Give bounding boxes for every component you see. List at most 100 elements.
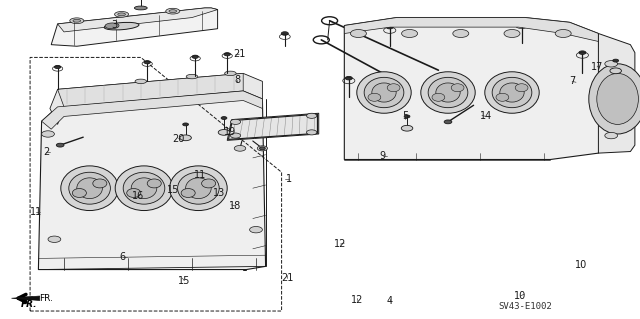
Ellipse shape [357,72,412,113]
Text: 12: 12 [351,295,364,306]
Text: 2: 2 [43,146,49,157]
Ellipse shape [387,84,400,92]
Ellipse shape [170,166,227,211]
Ellipse shape [387,26,393,29]
Text: 15: 15 [167,185,180,195]
Polygon shape [58,73,243,107]
Ellipse shape [144,61,150,64]
Polygon shape [50,73,262,124]
Ellipse shape [597,73,639,124]
Ellipse shape [192,55,198,58]
Ellipse shape [436,83,460,102]
Ellipse shape [178,172,220,204]
Ellipse shape [48,236,61,242]
Polygon shape [344,18,605,160]
Ellipse shape [181,189,195,197]
Ellipse shape [402,29,418,38]
Ellipse shape [234,145,246,151]
Ellipse shape [307,130,317,135]
Text: 11: 11 [29,207,42,217]
Ellipse shape [307,113,317,118]
Ellipse shape [368,93,381,101]
Polygon shape [38,91,266,270]
Ellipse shape [346,77,352,80]
Ellipse shape [224,53,230,56]
Ellipse shape [504,29,520,38]
Ellipse shape [135,79,147,84]
Ellipse shape [351,29,367,38]
Text: 12: 12 [334,239,347,249]
Ellipse shape [444,120,452,124]
Text: 10: 10 [514,291,527,301]
Text: 20: 20 [172,134,185,144]
Text: 13: 13 [213,188,226,198]
Ellipse shape [115,166,173,211]
Ellipse shape [166,8,180,14]
Polygon shape [344,18,598,41]
Text: 21: 21 [281,272,294,283]
Ellipse shape [134,6,147,10]
Text: 5: 5 [402,111,408,122]
Ellipse shape [364,78,404,108]
Text: 3: 3 [111,19,117,30]
Ellipse shape [230,119,241,124]
Ellipse shape [589,64,640,134]
Ellipse shape [605,61,618,67]
Ellipse shape [73,19,81,22]
Text: 6: 6 [120,252,126,262]
Ellipse shape [123,172,165,204]
Ellipse shape [500,83,524,102]
Ellipse shape [246,131,259,137]
Ellipse shape [428,78,468,108]
Text: 11: 11 [194,170,207,181]
Polygon shape [598,33,635,153]
Ellipse shape [579,51,586,54]
Ellipse shape [515,84,528,92]
Ellipse shape [492,78,532,108]
Text: 18: 18 [228,201,241,211]
Ellipse shape [496,93,509,101]
Text: 9: 9 [380,151,386,161]
Ellipse shape [260,147,265,150]
Polygon shape [58,8,218,32]
Ellipse shape [432,93,445,101]
Text: 1: 1 [286,174,292,184]
Ellipse shape [115,11,129,17]
Ellipse shape [56,143,64,147]
Ellipse shape [202,179,216,188]
Ellipse shape [404,115,410,118]
Ellipse shape [186,178,211,198]
Text: 17: 17 [591,62,604,72]
Text: 14: 14 [479,111,492,122]
Ellipse shape [61,166,118,211]
Ellipse shape [104,22,139,30]
Ellipse shape [54,65,61,69]
Ellipse shape [421,72,475,113]
Ellipse shape [183,123,188,126]
Text: FR.: FR. [39,294,53,303]
Text: 19: 19 [223,127,236,137]
Text: 7: 7 [569,76,575,86]
Text: 10: 10 [575,260,588,271]
Ellipse shape [93,179,107,188]
Ellipse shape [127,189,141,197]
Ellipse shape [77,178,102,198]
Polygon shape [12,296,40,300]
Ellipse shape [556,29,572,38]
Ellipse shape [453,29,468,38]
Ellipse shape [186,74,198,79]
Text: SV43-E1002: SV43-E1002 [498,302,552,311]
Ellipse shape [518,21,525,25]
Ellipse shape [282,32,288,35]
Polygon shape [42,91,262,129]
Ellipse shape [250,226,262,233]
Ellipse shape [147,179,161,188]
Text: 8: 8 [234,75,241,85]
Ellipse shape [70,18,84,24]
Text: 21: 21 [233,49,246,59]
Polygon shape [227,113,319,140]
Ellipse shape [221,117,227,119]
Ellipse shape [131,178,157,198]
Ellipse shape [610,68,621,74]
Ellipse shape [230,133,241,138]
